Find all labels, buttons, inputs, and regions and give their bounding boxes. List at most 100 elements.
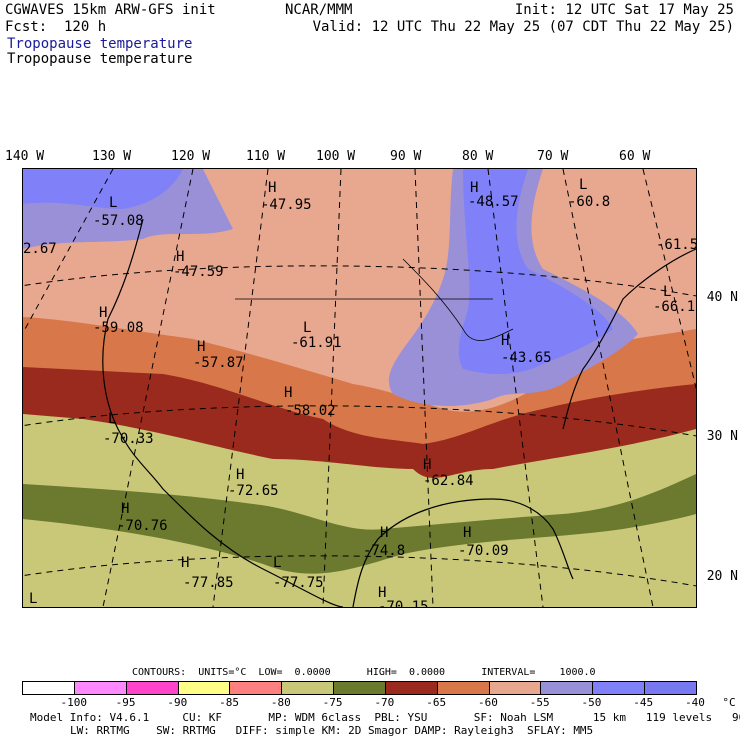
color-bar-label: -90 bbox=[167, 696, 188, 709]
lat-label: 40 N bbox=[706, 290, 738, 305]
band-minus75-to-80-south bbox=[23, 514, 696, 607]
band-minus45-to-50-east bbox=[458, 169, 613, 374]
lat-label: 30 N bbox=[706, 429, 738, 444]
extremum-value: -61.91 bbox=[291, 335, 342, 351]
color-bar-label: -55 bbox=[529, 696, 550, 709]
extremum-letter: H bbox=[284, 385, 292, 401]
extremum-value: -72.65 bbox=[228, 483, 279, 499]
lon-label: 120 W bbox=[171, 149, 211, 164]
extremum-letter: H bbox=[99, 305, 107, 321]
color-bar-swatch bbox=[23, 682, 75, 694]
extremum-value: -47.95 bbox=[261, 197, 312, 213]
color-bar-swatch bbox=[282, 682, 335, 694]
color-bar-label: -95 bbox=[115, 696, 136, 709]
color-bar-label: -60 bbox=[477, 696, 498, 709]
extremum-letter: H bbox=[121, 501, 129, 517]
extremum-value: -57.87 bbox=[193, 355, 244, 371]
color-bar-swatch bbox=[178, 682, 231, 694]
extremum-letter: H bbox=[463, 525, 471, 541]
lon-label: 80 W bbox=[462, 149, 494, 164]
extremum-value: -43.65 bbox=[501, 350, 552, 366]
color-bar-label: °C bbox=[722, 696, 736, 709]
extremum-value: -62.84 bbox=[423, 473, 474, 489]
lon-label: 60 W bbox=[619, 149, 651, 164]
field-title-contour: Tropopause temperature bbox=[7, 51, 193, 67]
lon-label: 100 W bbox=[316, 149, 356, 164]
color-bar-swatch bbox=[437, 682, 490, 694]
extremum-value: -77.85 bbox=[183, 575, 234, 591]
color-bar-swatch bbox=[334, 682, 386, 694]
lon-label: 140 W bbox=[5, 149, 45, 164]
graticule bbox=[23, 169, 696, 607]
contour-info: CONTOURS: UNITS=°C LOW= 0.0000 HIGH= 0.0… bbox=[132, 667, 596, 678]
valid-time: Valid: 12 UTC Thu 22 May 25 (07 CDT Thu … bbox=[312, 19, 734, 35]
extremum-value: -74.8 bbox=[363, 543, 405, 559]
extremum-letter: H bbox=[181, 555, 189, 571]
lon-label: 70 W bbox=[537, 149, 569, 164]
extremum-value: -77.75 bbox=[273, 575, 324, 591]
extremum-letter: L bbox=[579, 177, 587, 193]
forecast-hour: Fcst: 120 h bbox=[5, 19, 107, 35]
extremum-letter: L bbox=[29, 591, 37, 607]
color-bar bbox=[22, 681, 697, 695]
lon-label: 110 W bbox=[246, 149, 286, 164]
extremum-value: -48.57 bbox=[468, 194, 519, 210]
extremum-value: -60.8 bbox=[568, 194, 610, 210]
model-info-line1: Model Info: V4.6.1 CU: KF MP: WDM 6class… bbox=[30, 711, 740, 724]
extremum-letter: L bbox=[109, 195, 117, 211]
extremum-letter: H bbox=[236, 467, 244, 483]
extremum-letter: H bbox=[423, 457, 431, 473]
coastlines bbox=[102, 218, 696, 607]
color-bar-swatch bbox=[385, 682, 438, 694]
extremum-value: -59.08 bbox=[93, 320, 144, 336]
extremum-value: -70.76 bbox=[117, 518, 168, 534]
extremum-value: -58.02 bbox=[285, 403, 336, 419]
lat-label: 20 N bbox=[706, 569, 738, 584]
extremum-letter: L bbox=[273, 555, 281, 571]
extremum-letter: H bbox=[378, 585, 386, 601]
band-minus45-to-50-west bbox=[23, 169, 183, 209]
extremum-value: -70.09 bbox=[458, 543, 509, 559]
color-bar-swatch bbox=[645, 682, 696, 694]
extremum-value: -70.15 bbox=[378, 599, 429, 607]
color-bar-label: -50 bbox=[581, 696, 602, 709]
extremum-letter: H bbox=[197, 339, 205, 355]
extremum-letter: L bbox=[108, 411, 116, 427]
extremum-value: -70.33 bbox=[103, 431, 154, 447]
color-bar-label: -80 bbox=[270, 696, 291, 709]
extremum-value: -57.08 bbox=[93, 213, 144, 229]
model-info-line2: LW: RRTMG SW: RRTMG DIFF: simple KM: 2D … bbox=[70, 724, 594, 737]
color-bar-label: -85 bbox=[219, 696, 239, 709]
tropopause-temperature-map: H -47.95 H -48.57 L -60.8 L -57.08 2.67 … bbox=[23, 169, 696, 607]
model-title: CGWAVES 15km ARW-GFS init bbox=[5, 2, 216, 18]
extremum-letter: H bbox=[470, 180, 478, 196]
color-bar-swatch bbox=[593, 682, 646, 694]
extremum-letter: L bbox=[303, 320, 311, 336]
color-bar-swatch bbox=[126, 682, 179, 694]
map-panel[interactable]: H -47.95 H -48.57 L -60.8 L -57.08 2.67 … bbox=[22, 168, 697, 608]
color-bar-label: -100 bbox=[60, 696, 88, 709]
color-bar-label: -75 bbox=[322, 696, 343, 709]
lon-label: 90 W bbox=[390, 149, 422, 164]
init-time: Init: 12 UTC Sat 17 May 25 bbox=[514, 2, 734, 18]
extremum-value: -66.1 bbox=[653, 299, 695, 315]
color-bar-label: -65 bbox=[426, 696, 447, 709]
color-bar-swatch bbox=[230, 682, 283, 694]
extremum-value: -61.5 bbox=[656, 237, 696, 253]
color-bar-swatch bbox=[74, 682, 127, 694]
extremum-letter: H bbox=[268, 180, 276, 196]
field-title-shaded: Tropopause temperature bbox=[7, 36, 193, 52]
extremum-value: 2.67 bbox=[23, 241, 57, 257]
extremum-letter: L bbox=[663, 284, 671, 300]
extremum-letter: H bbox=[501, 333, 509, 349]
color-bar-label: -45 bbox=[633, 696, 654, 709]
lon-label: 130 W bbox=[92, 149, 132, 164]
extremum-letter: H bbox=[380, 525, 388, 541]
color-bar-swatch bbox=[541, 682, 594, 694]
extremum-value: -47.59 bbox=[173, 264, 224, 280]
extrema-labels: H -47.95 H -48.57 L -60.8 L -57.08 2.67 … bbox=[23, 177, 696, 607]
color-bar-label: -40 bbox=[685, 696, 705, 709]
color-bar-swatch bbox=[489, 682, 542, 694]
institution-label: NCAR/MMM bbox=[285, 2, 353, 18]
extremum-letter: H bbox=[176, 249, 184, 265]
